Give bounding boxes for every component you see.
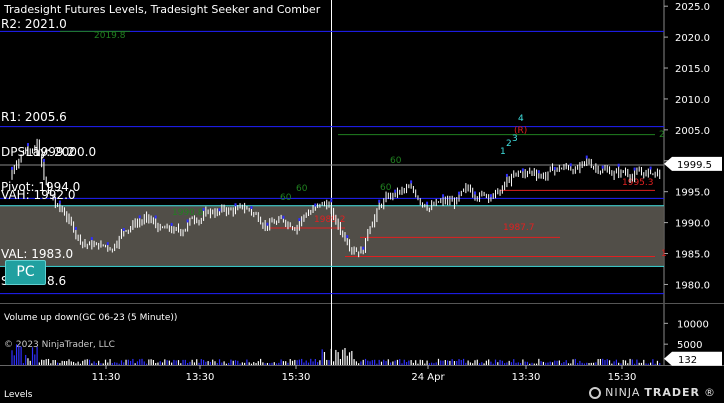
green-annotation: 60 xyxy=(380,183,392,193)
candle-marker xyxy=(458,191,461,195)
candle-marker xyxy=(378,199,381,203)
red-annotation: 1987.7 xyxy=(503,223,535,233)
candle-marker xyxy=(505,173,508,177)
candle-marker xyxy=(601,165,604,169)
time-tick-label: 15:30 xyxy=(608,372,637,383)
candle-marker xyxy=(394,189,397,193)
candle-marker xyxy=(154,215,157,219)
candle-marker xyxy=(410,180,413,184)
candle-marker xyxy=(298,218,301,222)
level-label-pivot: Pivot: 1994.0 xyxy=(1,180,80,194)
copyright-text: © 2023 NinjaTrader, LLC xyxy=(4,340,115,350)
candle-marker xyxy=(346,235,349,239)
candle-marker xyxy=(362,246,365,250)
candle-marker xyxy=(122,227,125,231)
candle-marker xyxy=(11,166,13,170)
cyan-annotation: 3 xyxy=(512,134,518,144)
candle-marker xyxy=(282,215,285,219)
volume-tick-label: 5000 xyxy=(677,340,702,351)
price-tick-label: 1985.0 xyxy=(675,250,710,261)
brand-part1: NINJA xyxy=(605,386,641,399)
candle-marker xyxy=(266,222,269,226)
candle-marker xyxy=(138,215,141,219)
volume-panel-title: Volume up down(GC 06-23 (5 Minute)) xyxy=(4,313,177,323)
green-annotation: 2019.8 xyxy=(94,31,126,41)
candle-marker xyxy=(106,242,109,246)
time-tick-label: 13:30 xyxy=(186,372,215,383)
red-annotation: 1989.2 xyxy=(314,215,346,225)
candle-marker xyxy=(553,166,556,170)
time-tick-label: 15:30 xyxy=(282,372,311,383)
price-tick-label: 1995.0 xyxy=(675,188,710,199)
ninjatrader-logo: NINJA TRADER ® xyxy=(589,386,716,399)
cyan-annotation: 4 xyxy=(518,114,524,124)
cyan-annotation: 1 xyxy=(500,147,506,157)
candle-marker xyxy=(442,194,445,198)
current-volume-flag xyxy=(664,351,722,366)
brand-part2: TRADER xyxy=(644,386,700,399)
panel-tab-levels[interactable]: Levels xyxy=(4,390,33,400)
green-annotation: 2 xyxy=(659,130,665,140)
red-annotation: 1995.3 xyxy=(622,178,654,188)
candle-marker xyxy=(585,155,588,159)
current-price-label: 1999.5 xyxy=(677,160,712,171)
candle-marker xyxy=(473,191,476,195)
candle-marker xyxy=(234,203,237,207)
time-tick-label: 11:30 xyxy=(92,372,121,383)
candle-marker xyxy=(26,143,29,147)
candle-marker xyxy=(569,163,572,167)
price-tick-label: 1990.0 xyxy=(675,219,710,230)
candle-marker xyxy=(649,166,652,170)
level-label-vah: VAH: 1992.0 xyxy=(1,188,76,202)
candle-marker xyxy=(250,206,253,210)
brand-mark: ® xyxy=(704,386,716,399)
green-annotation: 1990.8 xyxy=(172,208,204,218)
cyan-annotation: 2 xyxy=(506,139,512,149)
level-label-r2: R2: 2021.0 xyxy=(1,17,67,31)
candle-marker xyxy=(314,203,317,207)
time-tick-label: 13:30 xyxy=(512,372,541,383)
level-label-dps: DPS: 1999.2 xyxy=(1,145,75,159)
candle-marker xyxy=(58,200,61,204)
ninjatrader-logo-icon xyxy=(589,386,602,399)
candle-marker xyxy=(537,170,540,174)
red-annotation: 1 xyxy=(661,249,667,259)
pc-badge[interactable]: PC xyxy=(5,260,46,285)
volume-tick-label: 10000 xyxy=(677,319,709,330)
candle-marker xyxy=(170,222,173,226)
candle-marker xyxy=(426,201,429,205)
price-tick-label: 2025.0 xyxy=(675,2,710,13)
green-annotation: 60 xyxy=(280,193,292,203)
level-label-r1: R1: 2005.6 xyxy=(1,110,67,124)
level-label-val: VAL: 1983.0 xyxy=(1,247,73,261)
price-tick-label: 2020.0 xyxy=(675,33,710,44)
candle-marker xyxy=(90,237,93,241)
candle-marker xyxy=(74,226,77,230)
current-volume-label: 132 xyxy=(678,355,697,366)
price-tick-label: 2015.0 xyxy=(675,64,710,75)
candle-marker xyxy=(330,199,333,203)
candle-marker xyxy=(521,168,524,172)
price-tick-label: 1980.0 xyxy=(675,280,710,291)
candle-marker xyxy=(617,163,620,167)
red-annotation: (R) xyxy=(514,126,527,136)
current-price-flag xyxy=(664,156,722,171)
time-tick-label: 24 Apr xyxy=(411,372,445,383)
candle-marker xyxy=(42,158,45,162)
candle-marker xyxy=(489,194,492,198)
candle-marker xyxy=(633,167,636,171)
candle-marker xyxy=(186,219,189,223)
window-title: Tradesight Futures Levels, Tradesight Se… xyxy=(3,3,321,16)
price-tick-label: 2005.0 xyxy=(675,126,710,137)
candle-marker xyxy=(218,208,221,212)
green-annotation: 60 xyxy=(296,184,308,194)
price-tick-label: 2010.0 xyxy=(675,95,710,106)
level-label-lay: Lay: 2000.0 xyxy=(26,145,96,159)
green-annotation: 60 xyxy=(390,156,402,166)
candle-marker xyxy=(202,207,205,211)
